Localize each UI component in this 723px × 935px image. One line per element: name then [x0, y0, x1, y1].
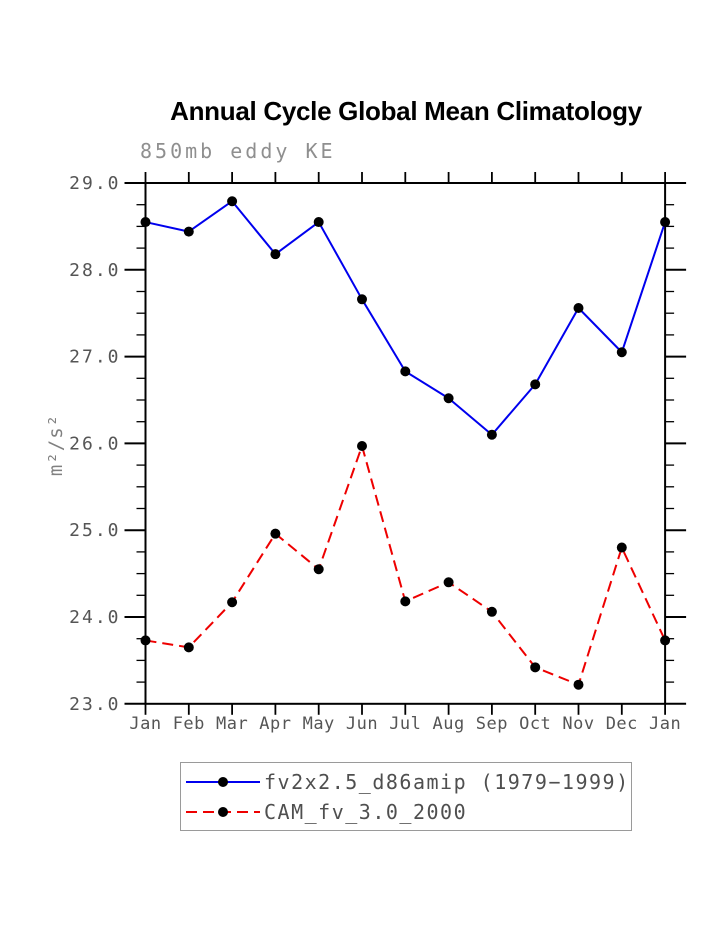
series-0-marker: [530, 379, 541, 390]
y-tick-label: 24.0: [69, 607, 120, 628]
series-line-0: [145, 200, 667, 436]
series-1-marker: [183, 642, 194, 653]
series-0-marker: [357, 294, 367, 305]
plot-box: [144, 182, 667, 705]
series-0-marker: [443, 393, 454, 404]
series-1-marker: [140, 635, 151, 646]
x-tick-label: Jul: [389, 714, 421, 734]
y-tick-label: 26.0: [69, 433, 120, 454]
legend-item-0: fv2x2.5_d86amip (1979−1999): [186, 767, 631, 797]
x-tick-label: Jan: [129, 714, 161, 734]
series-1-marker: [313, 564, 324, 575]
series-0-marker: [270, 249, 281, 260]
series-0-marker: [140, 217, 151, 228]
series-1-marker: [660, 635, 671, 646]
series-0-marker: [227, 196, 238, 207]
x-tick-label: Aug: [432, 714, 464, 734]
x-tick-label: Feb: [173, 714, 205, 734]
y-tick-label: 25.0: [69, 520, 120, 541]
x-tick-label: Nov: [562, 714, 594, 734]
y-tick-label: 23.0: [69, 694, 120, 715]
legend-label-1: CAM_fv_3.0_2000: [264, 799, 468, 824]
x-tick-label: Apr: [259, 714, 291, 734]
x-tick-label: May: [303, 714, 335, 734]
chart-subtitle: 850mb eddy KE: [140, 139, 336, 163]
x-tick-label: Oct: [519, 714, 551, 734]
legend-box: fv2x2.5_d86amip (1979−1999) CAM_fv_3.0_2…: [180, 762, 632, 831]
series-1-marker: [400, 596, 411, 607]
legend-sample-marker-0: [218, 776, 228, 787]
series-1-marker: [616, 542, 627, 553]
series-1-marker: [443, 577, 454, 588]
y-tick-label: 29.0: [69, 173, 120, 194]
legend-sample-marker-1: [218, 806, 228, 817]
legend-label-0: fv2x2.5_d86amip (1979−1999): [264, 769, 630, 794]
series-1-marker: [486, 606, 497, 617]
legend-item-1: CAM_fv_3.0_2000: [186, 797, 631, 827]
x-tick-label: Sep: [476, 714, 508, 734]
series-line-1: [145, 445, 667, 686]
legend-line-sample-1: [186, 806, 260, 817]
series-0-marker: [486, 429, 497, 440]
series-0-marker: [183, 226, 194, 237]
series-1-marker: [530, 662, 541, 673]
x-tick-label: Mar: [216, 714, 248, 734]
series-0-marker: [313, 217, 324, 228]
x-tick-label: Jun: [346, 714, 378, 734]
chart-title: Annual Cycle Global Mean Climatology: [170, 96, 642, 126]
series-0-marker: [573, 302, 584, 313]
y-tick-label: 27.0: [69, 347, 120, 368]
series-0-marker: [660, 217, 671, 228]
y-tick-label: 28.0: [69, 260, 120, 281]
legend-line-sample-0: [186, 776, 260, 787]
series-1-marker: [573, 679, 584, 690]
series-1-marker: [270, 528, 281, 539]
x-tick-label: Jan: [649, 714, 681, 734]
series-1-marker: [357, 441, 367, 452]
series-0-marker: [400, 366, 411, 377]
series-0-marker: [616, 347, 627, 358]
x-tick-label: Dec: [606, 714, 638, 734]
series-1-marker: [227, 597, 238, 608]
